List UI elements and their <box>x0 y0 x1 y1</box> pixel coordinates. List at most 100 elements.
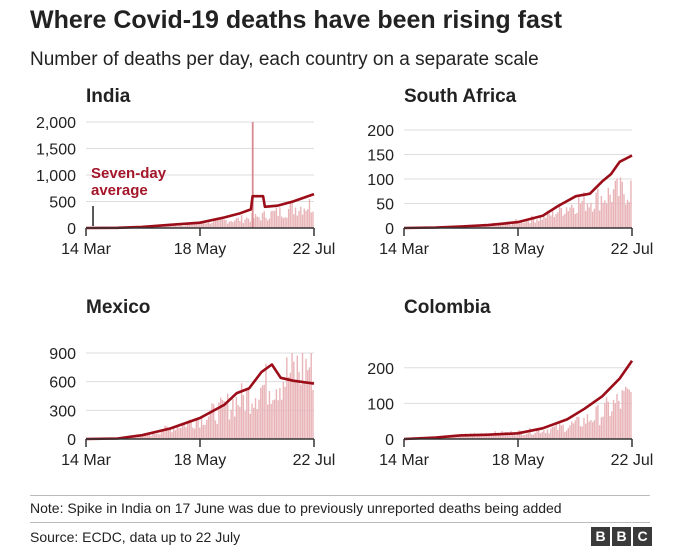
daily-bar <box>282 218 285 228</box>
daily-bar <box>233 416 236 439</box>
daily-bar <box>242 222 245 228</box>
daily-bar <box>484 434 486 439</box>
daily-bar <box>598 425 601 439</box>
daily-bar <box>529 223 531 228</box>
daily-bar <box>531 215 533 228</box>
daily-bar <box>240 215 243 228</box>
daily-bar <box>178 427 180 439</box>
daily-bar <box>270 403 272 439</box>
daily-bar <box>226 223 229 228</box>
daily-bar <box>249 221 251 228</box>
daily-bar <box>279 387 281 439</box>
daily-bar <box>517 430 519 439</box>
daily-bar <box>294 207 297 228</box>
daily-bar <box>173 224 175 228</box>
daily-bar <box>310 212 312 228</box>
daily-bar <box>214 420 217 439</box>
daily-bar <box>178 225 180 228</box>
daily-bar <box>267 404 269 439</box>
daily-bar <box>564 213 566 228</box>
daily-bar <box>275 389 278 439</box>
daily-bar <box>567 211 569 228</box>
daily-bar <box>501 222 503 228</box>
daily-bar <box>558 203 561 228</box>
daily-bar <box>511 434 514 439</box>
daily-bar <box>558 423 561 439</box>
daily-bar <box>298 371 300 439</box>
daily-bar <box>307 370 309 439</box>
daily-bar <box>569 425 571 439</box>
daily-bar <box>543 214 545 228</box>
daily-bar <box>588 421 590 439</box>
daily-bar <box>611 202 613 228</box>
daily-bar <box>598 210 601 228</box>
annotation-label: Seven-day <box>91 165 167 182</box>
daily-bar <box>310 353 312 439</box>
daily-bar <box>560 208 563 228</box>
daily-bar <box>555 423 557 439</box>
daily-bar <box>579 426 582 439</box>
daily-bar <box>553 426 556 439</box>
daily-bar <box>522 435 524 439</box>
daily-bar <box>499 434 502 439</box>
daily-bar <box>520 431 523 439</box>
daily-bar <box>491 225 493 228</box>
page-subtitle: Number of deaths per day, each country o… <box>30 49 539 70</box>
daily-bar <box>247 218 250 228</box>
daily-bar <box>256 409 258 439</box>
daily-bar <box>230 221 232 228</box>
daily-bar <box>223 401 225 439</box>
daily-bar <box>557 429 559 439</box>
daily-bar <box>609 194 611 228</box>
daily-bar <box>296 215 298 228</box>
daily-bar <box>625 204 627 228</box>
daily-bar <box>176 226 178 228</box>
daily-bar <box>491 434 493 439</box>
daily-bar <box>576 212 578 228</box>
daily-bar <box>242 395 245 439</box>
daily-bar <box>457 435 460 439</box>
daily-bar <box>595 406 597 439</box>
annotation-label: average <box>91 182 148 199</box>
daily-bar <box>583 192 585 228</box>
daily-bar <box>284 386 286 439</box>
daily-bar <box>166 426 168 439</box>
panel-colombia: Colombia 0 100 200 14 Mar 18 May 22 Jul <box>367 297 653 469</box>
daily-bar <box>494 223 496 228</box>
daily-bar <box>287 376 290 439</box>
daily-bar <box>628 201 630 228</box>
daily-bar <box>529 428 531 439</box>
daily-bar <box>548 213 550 228</box>
daily-bar <box>228 221 231 228</box>
daily-bar <box>162 226 164 228</box>
daily-bar <box>621 181 623 228</box>
x-tick-label: 14 Mar <box>61 241 111 258</box>
daily-bar <box>506 221 509 228</box>
daily-bar <box>239 407 241 439</box>
y-tick-label: 100 <box>367 396 394 413</box>
page-title: Where Covid-19 deaths have been rising f… <box>30 6 563 34</box>
daily-bar <box>565 207 568 228</box>
daily-bar <box>265 363 267 439</box>
daily-bar <box>256 216 258 228</box>
y-tick-label: 600 <box>49 375 76 392</box>
daily-bar <box>546 429 549 439</box>
daily-bar <box>244 411 246 439</box>
daily-bar <box>618 400 620 439</box>
daily-bar <box>305 210 307 228</box>
daily-bar <box>261 212 264 228</box>
daily-bar <box>220 218 222 228</box>
daily-bar <box>213 404 215 439</box>
bbc-logo-letter-1: B <box>591 527 610 546</box>
daily-bar <box>534 222 536 228</box>
daily-bar <box>532 218 535 228</box>
daily-bar <box>291 353 293 439</box>
daily-bar <box>289 203 292 228</box>
y-tick-label: 0 <box>385 221 394 238</box>
daily-bar <box>485 434 488 439</box>
x-tick-label: 14 Mar <box>379 452 429 469</box>
daily-bar <box>305 358 307 439</box>
bars-group <box>410 386 632 439</box>
daily-bar <box>270 211 272 228</box>
daily-bar <box>186 421 189 439</box>
